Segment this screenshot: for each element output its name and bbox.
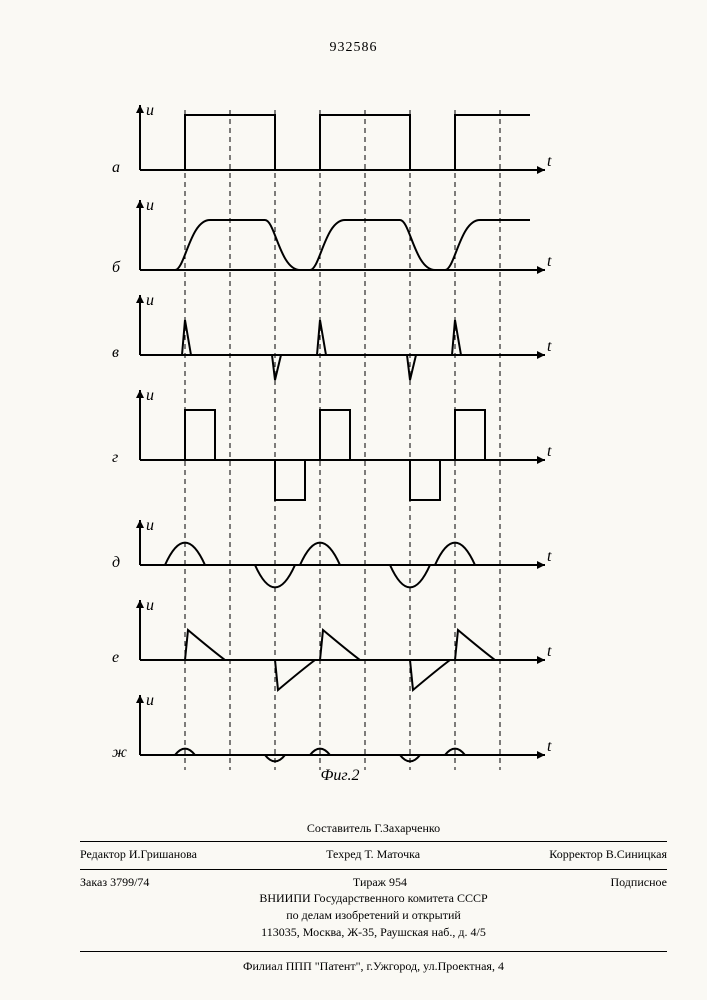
- order-cell: Заказ 3799/74: [80, 874, 149, 891]
- svg-text:д: д: [112, 554, 120, 571]
- svg-text:t: t: [547, 253, 552, 270]
- corrector-cell: Корректор В.Синицкая: [549, 846, 667, 863]
- document-number: 932586: [0, 40, 707, 56]
- svg-text:е: е: [112, 649, 119, 666]
- tirazh-label: Тираж: [353, 875, 386, 889]
- svg-text:и: и: [146, 292, 154, 309]
- svg-text:t: t: [547, 153, 552, 170]
- org-line-1: ВНИИПИ Государственного комитета СССР: [80, 890, 667, 907]
- order-value: 3799/74: [110, 875, 149, 889]
- compiler-label: Составитель: [307, 821, 371, 835]
- svg-text:и: и: [146, 197, 154, 214]
- compiler-line: Составитель Г.Захарченко: [80, 820, 667, 839]
- order-line: Заказ 3799/74 Тираж 954 Подписное: [80, 874, 667, 891]
- svg-text:г: г: [112, 449, 118, 466]
- credits-block: Составитель Г.Захарченко Редактор И.Гриш…: [80, 820, 667, 975]
- figure-caption: Фиг.2: [90, 767, 590, 785]
- svg-text:ж: ж: [112, 744, 127, 761]
- org-line-2: по делам изобретений и открытий: [80, 907, 667, 924]
- svg-text:и: и: [146, 692, 154, 709]
- filial-line: Филиал ППП "Патент", г.Ужгород, ул.Проек…: [80, 951, 667, 975]
- svg-text:и: и: [146, 597, 154, 614]
- techred-cell: Техред Т. Маточка: [326, 846, 420, 863]
- svg-text:и: и: [146, 102, 154, 119]
- address-line: 113035, Москва, Ж-35, Раушская наб., д. …: [80, 924, 667, 941]
- subscribe-label: Подписное: [610, 874, 667, 891]
- svg-text:t: t: [547, 738, 552, 755]
- tirazh-cell: Тираж 954: [353, 874, 407, 891]
- svg-text:t: t: [547, 548, 552, 565]
- order-block: Заказ 3799/74 Тираж 954 Подписное ВНИИПИ…: [80, 869, 667, 941]
- techred-name: Т. Маточка: [364, 847, 420, 861]
- timing-diagram-figure: иtаиtбиtвиtгиtдиtеиtж Фиг.2: [90, 90, 590, 780]
- editors-row: Редактор И.Гришанова Техред Т. Маточка К…: [80, 841, 667, 863]
- corrector-label: Корректор: [549, 847, 603, 861]
- editor-name: И.Гришанова: [129, 847, 197, 861]
- svg-text:в: в: [112, 344, 119, 361]
- svg-text:и: и: [146, 517, 154, 534]
- order-label: Заказ: [80, 875, 107, 889]
- svg-text:t: t: [547, 643, 552, 660]
- editor-label: Редактор: [80, 847, 126, 861]
- compiler-name: Г.Захарченко: [374, 821, 440, 835]
- timing-diagram-svg: и t а и t б и t в и t г и t д и t е и t ж: [90, 90, 590, 780]
- page: 932586 и t а и t б и t в и t г и t д и t е и t ж Фиг.2 Соста…: [0, 0, 707, 1000]
- svg-text:а: а: [112, 159, 120, 176]
- techred-label: Техред: [326, 847, 361, 861]
- svg-text:и: и: [146, 387, 154, 404]
- tirazh-value: 954: [389, 875, 407, 889]
- svg-text:t: t: [547, 443, 552, 460]
- svg-text:t: t: [547, 338, 552, 355]
- svg-text:б: б: [112, 259, 121, 276]
- editor-cell: Редактор И.Гришанова: [80, 846, 197, 863]
- corrector-name: В.Синицкая: [606, 847, 667, 861]
